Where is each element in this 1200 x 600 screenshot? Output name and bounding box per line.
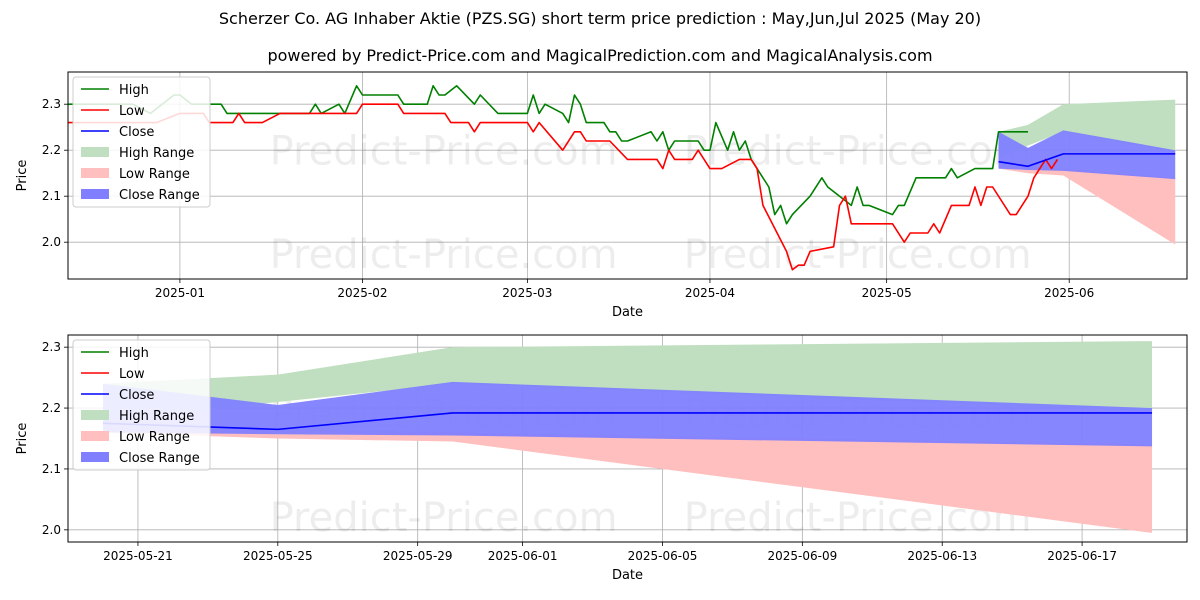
chart-subtitle: powered by Predict-Price.com and Magical… (267, 46, 933, 65)
legend-label: High (119, 83, 149, 98)
watermark-text: Predict-Price.com (270, 129, 618, 175)
chart-title: Scherzer Co. AG Inhaber Aktie (PZS.SG) s… (218, 9, 982, 28)
close-range-band (102, 381, 1153, 447)
x-axis-label: Date (612, 305, 643, 320)
legend-label: Low Range (119, 167, 190, 182)
legend: High Low Close High Range Low Range Close Ran… (72, 339, 211, 471)
legend-swatch-low-range (81, 431, 109, 441)
x-tick-label: 2025-06-05 (628, 549, 698, 563)
x-tick-label: 2025-05-21 (103, 549, 173, 563)
legend-label: Close (119, 388, 154, 403)
x-tick-label: 2025-06-13 (907, 549, 977, 563)
watermark-text: Predict-Price.com (270, 495, 618, 541)
legend-swatch-close-range (81, 189, 109, 199)
legend: High Low Close High Range Low Range Close Ran… (72, 76, 211, 208)
y-tick-label: 2.1 (42, 189, 61, 203)
axes-frame (67, 71, 1188, 280)
y-tick-label: 2.0 (42, 235, 61, 249)
x-tick-label: 2025-06-01 (488, 549, 558, 563)
x-tick-label: 2025-03 (502, 286, 552, 300)
x-tick-label: 2025-05 (862, 286, 912, 300)
y-tick-label: 2.3 (42, 97, 61, 111)
axes-frame (67, 334, 1188, 543)
legend-swatch-low-range (81, 168, 109, 178)
x-tick-label: 2025-06 (1044, 286, 1094, 300)
legend-label: Close Range (119, 188, 200, 203)
legend-label: Low Range (119, 430, 190, 445)
x-tick-label: 2025-02 (337, 286, 387, 300)
legend-label: Close (119, 125, 154, 140)
y-axis-label: Price (15, 423, 30, 455)
low-range-band (998, 159, 1176, 245)
y-axis-label: Price (15, 160, 30, 192)
plot-area (102, 341, 1153, 533)
legend-label: High (119, 346, 149, 361)
legend-swatch-high-range (81, 147, 109, 157)
low-range-band (102, 420, 1153, 533)
y-tick-label: 2.3 (42, 340, 61, 354)
x-tick-label: 2025-06-17 (1047, 549, 1117, 563)
x-tick-label: 2025-05-29 (383, 549, 453, 563)
legend-label: Close Range (119, 451, 200, 466)
watermark-text: Predict-Price.com (684, 129, 1032, 175)
y-tick-label: 2.0 (42, 523, 61, 537)
chart-panel-1: Predict-Price.com Predict-Price.com Predic… (15, 71, 1188, 320)
x-axis-label: Date (612, 568, 643, 583)
y-tick-label: 2.2 (42, 401, 61, 415)
x-tick-label: 2025-06-09 (767, 549, 837, 563)
legend-label: High Range (119, 146, 194, 161)
legend-label: Low (119, 367, 145, 382)
close-range-band (998, 130, 1176, 180)
low-line (68, 103, 1059, 271)
close-line (998, 153, 1176, 168)
y-tick-label: 2.1 (42, 462, 61, 476)
chart-panel-2: Predict-Price.comPredict-Price.comPredic… (15, 334, 1188, 583)
legend-label: Low (119, 104, 145, 119)
legend-swatch-close-range (81, 452, 109, 462)
x-tick-label: 2025-05-25 (243, 549, 313, 563)
legend-swatch-high-range (81, 410, 109, 420)
high-line (68, 85, 1028, 225)
watermark-text: Predict-Price.com (684, 232, 1032, 278)
x-tick-label: 2025-01 (155, 286, 205, 300)
legend-label: High Range (119, 409, 194, 424)
plot-area (68, 85, 1176, 271)
y-tick-label: 2.2 (42, 143, 61, 157)
high-range-band (998, 99, 1176, 160)
x-tick-label: 2025-04 (685, 286, 735, 300)
watermark-text: Predict-Price.com (270, 232, 618, 278)
